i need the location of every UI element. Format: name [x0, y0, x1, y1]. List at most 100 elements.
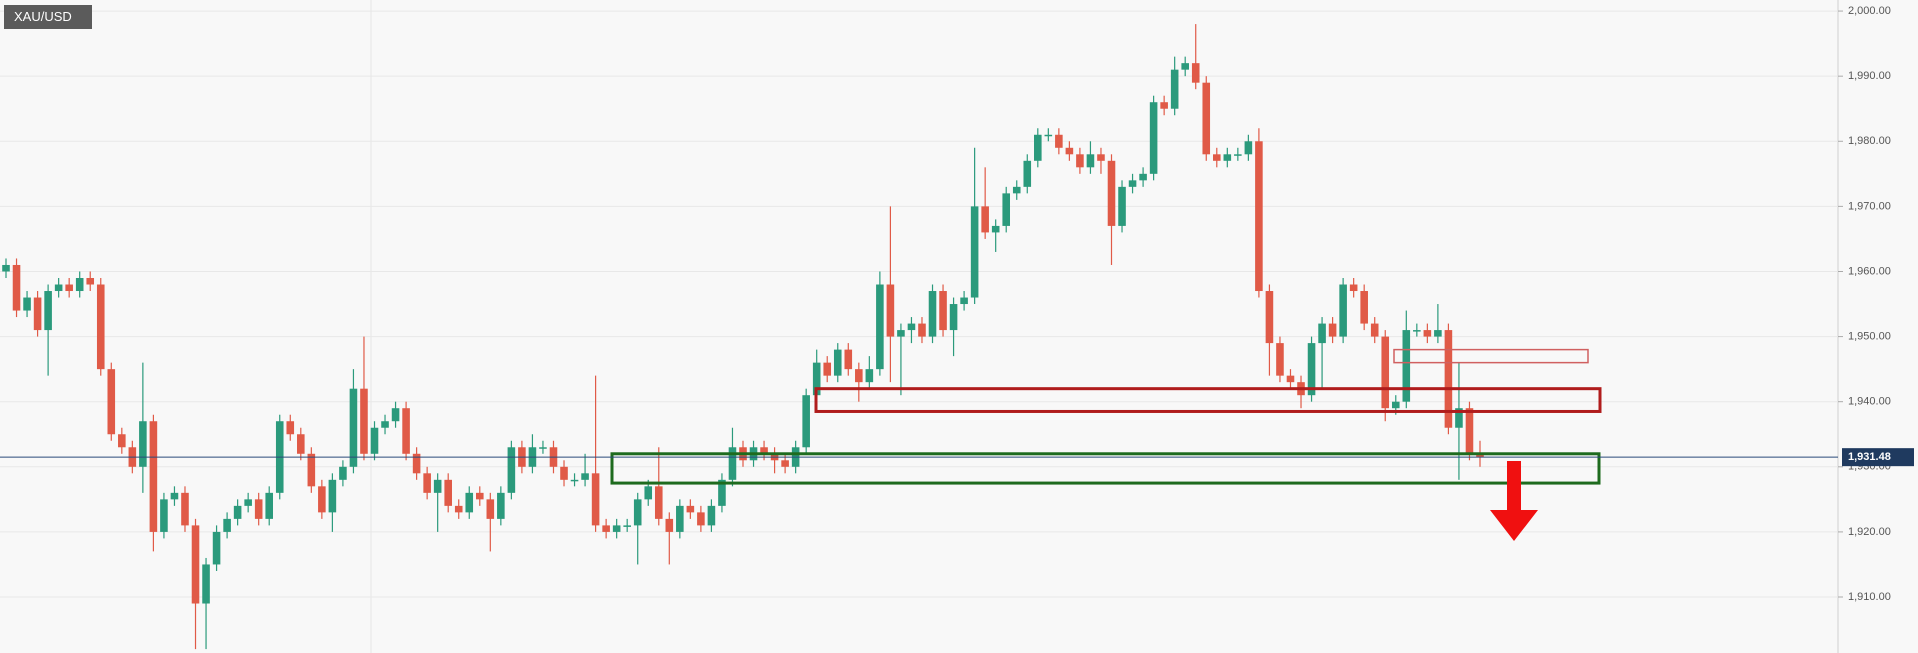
- zone-box: [814, 387, 1602, 413]
- candle-body: [1181, 63, 1189, 70]
- candle-body: [33, 297, 42, 331]
- candle-body: [1118, 186, 1126, 226]
- candle-body: [212, 531, 221, 565]
- candle-body: [802, 395, 810, 448]
- candle-body: [433, 479, 442, 493]
- candle-body: [728, 447, 737, 480]
- candle-body: [1276, 343, 1284, 376]
- candle-body: [539, 447, 547, 449]
- candle-body: [591, 473, 600, 526]
- candle-body: [349, 388, 358, 467]
- candle-body: [897, 330, 905, 337]
- candle-body: [181, 492, 189, 526]
- candle-body: [1265, 291, 1274, 344]
- candle-body: [676, 505, 684, 532]
- candle-body: [718, 479, 726, 506]
- y-tick-label: 1,990.00: [1848, 70, 1891, 82]
- candle-body: [265, 492, 274, 519]
- candle-body: [202, 564, 210, 604]
- candle-body: [781, 460, 789, 467]
- candle-body: [1349, 284, 1358, 292]
- candle-body: [360, 388, 368, 454]
- candle-body: [1455, 408, 1463, 428]
- candle-body: [1318, 323, 1326, 344]
- candle-body: [107, 369, 116, 435]
- candle-body: [654, 486, 663, 519]
- candle-body: [623, 525, 631, 527]
- candle-body: [939, 291, 947, 331]
- symbol-badge: [4, 5, 92, 29]
- candle-body: [65, 284, 73, 292]
- candle-body: [865, 369, 874, 383]
- y-tick-label: 2,000.00: [1848, 5, 1891, 17]
- overlay: 1,931.48: [0, 348, 1914, 541]
- candle-body: [191, 525, 200, 604]
- candle-body: [633, 499, 642, 526]
- candle-body: [855, 369, 863, 383]
- candle-body: [454, 505, 463, 513]
- candle-body: [75, 277, 84, 292]
- candle-body: [149, 421, 158, 532]
- candle-body: [907, 323, 916, 331]
- grid: 1,910.001,920.001,930.001,940.001,950.00…: [0, 5, 1891, 603]
- candle-body: [2, 264, 10, 272]
- y-tick-label: 1,980.00: [1848, 135, 1891, 147]
- candle-body: [1434, 330, 1442, 337]
- candle-body: [497, 492, 505, 519]
- candle-body: [823, 362, 832, 376]
- candle-body: [928, 291, 937, 337]
- candle-body: [581, 473, 589, 480]
- candle-body: [833, 349, 842, 376]
- candle-body: [307, 453, 316, 487]
- candle-body: [412, 453, 421, 474]
- candle-body: [812, 362, 821, 396]
- candle-body: [1170, 69, 1179, 109]
- candle-body: [1065, 147, 1074, 155]
- symbol-label: XAU/USD: [14, 9, 72, 24]
- candle-body: [918, 323, 926, 337]
- candle-body: [318, 486, 326, 513]
- candle-body: [223, 518, 231, 532]
- candle-body: [686, 505, 695, 513]
- y-tick-label: 1,970.00: [1848, 200, 1891, 212]
- candle-body: [465, 492, 474, 513]
- candle-body: [1076, 154, 1084, 168]
- candle-body: [665, 518, 674, 532]
- candle-body: [707, 505, 716, 526]
- candle-body: [1034, 134, 1042, 161]
- candle-body: [370, 427, 379, 454]
- candle-body: [886, 284, 895, 337]
- candle-body: [118, 434, 126, 448]
- candle-body: [444, 479, 452, 506]
- candle-body: [297, 434, 305, 454]
- candle-body: [54, 284, 63, 292]
- candle-body: [423, 473, 431, 493]
- candle-body: [602, 525, 610, 532]
- y-tick-label: 1,910.00: [1848, 591, 1891, 603]
- candle-body: [1149, 102, 1158, 174]
- candle-body: [1391, 401, 1400, 409]
- candle-body: [1360, 291, 1368, 324]
- y-tick-label: 1,920.00: [1848, 526, 1891, 538]
- candle-body: [1423, 330, 1432, 337]
- candle-body: [760, 447, 768, 454]
- candle-body: [1381, 336, 1390, 409]
- candle-body: [1476, 453, 1484, 458]
- candle-body: [507, 447, 516, 493]
- candle-body: [170, 492, 179, 500]
- candle-body: [254, 499, 263, 519]
- y-tick-label: 1,950.00: [1848, 330, 1891, 342]
- candle-body: [1202, 82, 1211, 155]
- candle-body: [970, 206, 979, 298]
- y-tick-label: 1,940.00: [1848, 396, 1891, 408]
- zone-box: [1393, 348, 1589, 364]
- candle-body: [981, 206, 989, 233]
- candle-body: [160, 499, 168, 532]
- candle-body: [949, 304, 958, 331]
- candle-body: [1402, 330, 1411, 402]
- candle-body: [328, 479, 337, 513]
- candle-body: [612, 525, 621, 532]
- candle-body: [1023, 160, 1032, 187]
- candle-body: [1286, 375, 1295, 383]
